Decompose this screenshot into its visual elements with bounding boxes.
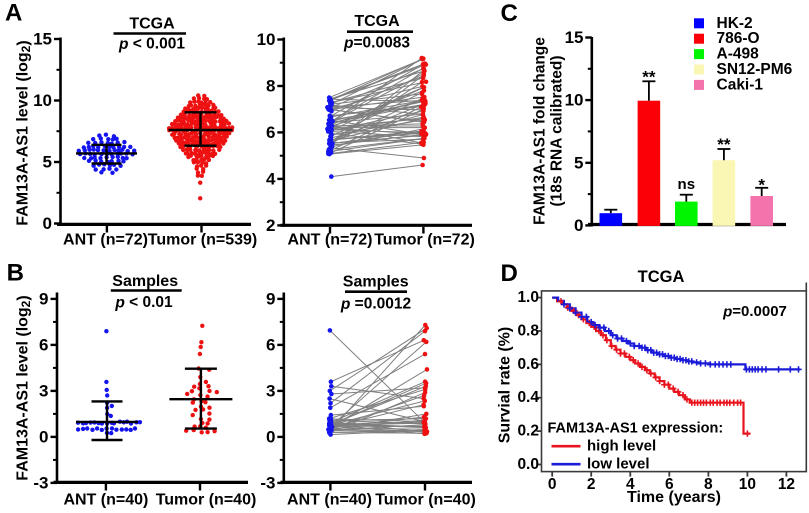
svg-text:FAM13A-AS1 level (log2): FAM13A-AS1 level (log2): [15, 40, 34, 225]
svg-text:HK-2: HK-2: [717, 15, 753, 32]
svg-text:0.2: 0.2: [517, 423, 539, 440]
svg-text:3: 3: [266, 381, 275, 400]
svg-text:10: 10: [257, 30, 276, 49]
svg-text:9: 9: [39, 289, 48, 308]
svg-text:4: 4: [266, 169, 276, 188]
svg-text:p =0.0012: p =0.0012: [340, 296, 411, 313]
svg-text:(18s RNA calibrated): (18s RNA calibrated): [549, 55, 566, 206]
svg-text:Samples: Samples: [343, 274, 409, 291]
svg-text:p < 0.01: p < 0.01: [114, 294, 173, 311]
svg-text:ANT (n=72): ANT (n=72): [63, 232, 148, 249]
svg-text:6: 6: [39, 335, 48, 354]
svg-text:high level: high level: [587, 438, 656, 455]
svg-text:0: 0: [39, 427, 48, 446]
svg-text:**: **: [717, 135, 731, 154]
svg-text:2: 2: [266, 216, 275, 235]
svg-text:ANT (n=72): ANT (n=72): [288, 232, 373, 249]
svg-text:D: D: [501, 260, 518, 287]
svg-text:FAM13A-AS1 fold change: FAM13A-AS1 fold change: [532, 37, 549, 225]
svg-text:Caki-1: Caki-1: [717, 76, 764, 93]
svg-text:0.0: 0.0: [517, 456, 539, 473]
svg-text:5: 5: [43, 153, 52, 172]
svg-text:A-498: A-498: [717, 46, 760, 63]
svg-text:ANT (n=40): ANT (n=40): [63, 492, 148, 509]
svg-text:FAM13A-AS1 level (log2): FAM13A-AS1 level (log2): [15, 295, 34, 480]
svg-text:6: 6: [266, 123, 275, 142]
svg-text:4: 4: [626, 476, 635, 493]
svg-text:-3: -3: [33, 473, 48, 492]
svg-text:9: 9: [266, 289, 275, 308]
svg-text:SN12-PM6: SN12-PM6: [717, 61, 793, 78]
svg-text:786-O: 786-O: [717, 30, 760, 47]
svg-text:ANT (n=40): ANT (n=40): [287, 492, 372, 509]
svg-text:Time (years): Time (years): [627, 489, 721, 506]
svg-text:A: A: [5, 0, 22, 27]
svg-text:0: 0: [266, 427, 275, 446]
svg-text:12: 12: [778, 476, 795, 493]
svg-text:Tumor (n=40): Tumor (n=40): [375, 492, 476, 509]
svg-text:Tumor (n=539): Tumor (n=539): [148, 232, 258, 249]
svg-text:TCGA: TCGA: [638, 268, 685, 286]
svg-text:0: 0: [548, 476, 557, 493]
svg-text:10: 10: [739, 476, 756, 493]
svg-text:8: 8: [266, 76, 275, 95]
svg-text:2: 2: [587, 476, 596, 493]
svg-text:ns: ns: [678, 176, 696, 193]
svg-text:**: **: [642, 68, 656, 87]
svg-text:10: 10: [33, 91, 52, 110]
svg-text:0: 0: [43, 214, 52, 233]
svg-text:Tumor (n=72): Tumor (n=72): [374, 232, 475, 249]
svg-text:10: 10: [565, 91, 584, 110]
svg-text:low level: low level: [587, 456, 650, 473]
svg-text:Samples: Samples: [112, 273, 178, 290]
svg-text:6: 6: [266, 335, 275, 354]
svg-text:TCGA: TCGA: [354, 13, 400, 30]
svg-text:0.4: 0.4: [517, 389, 539, 406]
svg-text:1.0: 1.0: [517, 289, 539, 306]
svg-text:3: 3: [39, 381, 48, 400]
svg-text:0: 0: [574, 216, 583, 235]
svg-text:5: 5: [574, 153, 583, 172]
svg-text:p=0.0007: p=0.0007: [722, 303, 787, 320]
svg-text:p < 0.001: p < 0.001: [118, 36, 185, 53]
svg-text:p=0.0083: p=0.0083: [343, 35, 410, 52]
svg-text:C: C: [501, 0, 518, 27]
svg-text:*: *: [758, 176, 765, 195]
svg-text:TCGA: TCGA: [129, 16, 175, 33]
svg-text:6: 6: [665, 476, 674, 493]
svg-text:-3: -3: [260, 473, 275, 492]
svg-text:0.6: 0.6: [517, 356, 539, 373]
svg-text:15: 15: [565, 28, 584, 47]
svg-text:Survial rate (%): Survial rate (%): [497, 327, 514, 443]
svg-text:8: 8: [704, 476, 713, 493]
svg-text:B: B: [7, 260, 24, 287]
svg-text:Tumor (n=40): Tumor (n=40): [156, 492, 257, 509]
svg-text:15: 15: [33, 30, 52, 49]
svg-text:0.8: 0.8: [517, 322, 539, 339]
svg-text:FAM13A-AS1 expression:: FAM13A-AS1 expression:: [548, 421, 724, 437]
